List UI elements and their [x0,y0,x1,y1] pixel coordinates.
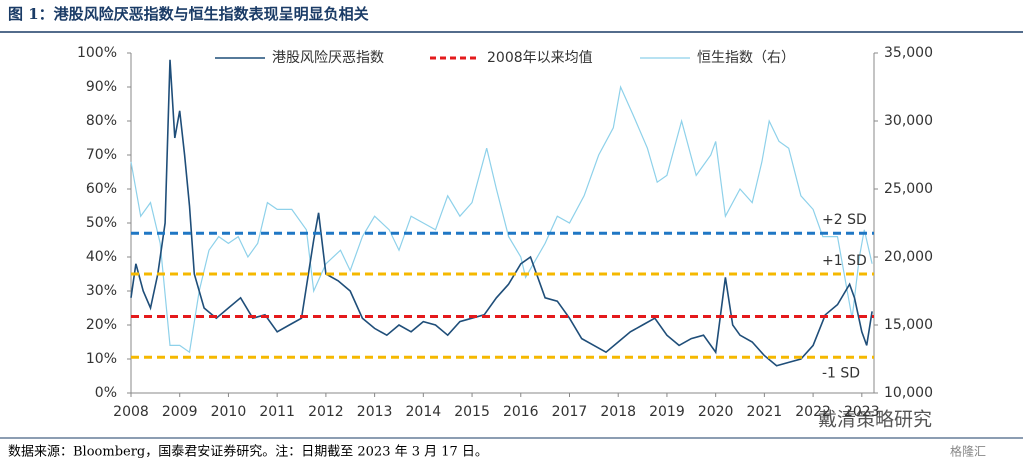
watermark: 戴清策略研究 [818,409,932,431]
x-tick-label: 2022 [795,404,831,420]
y2-tick-label: 30,000 [884,113,933,129]
y-tick-label: 20% [86,317,117,333]
legend-label: 恒生指数（右） [697,50,795,66]
series-line [130,59,873,367]
x-tick-label: 2008 [113,404,149,420]
y-tick-label: 50% [86,215,117,231]
legend-label: 2008年以来均值 [487,50,593,66]
chart-title: 图 1：港股风险厌恶指数与恒生指数表现呈明显负相关 [8,5,369,23]
reference-label: +2 SD [822,212,867,228]
y-tick-label: 40% [86,249,117,265]
series-line [130,84,873,354]
x-tick-label: 2023 [844,404,880,420]
y-tick-label: 80% [86,113,117,129]
y2-tick-label: 15,000 [884,317,933,333]
y-tick-label: 10% [86,351,117,367]
y2-tick-label: 20,000 [884,249,933,265]
source-note: 数据来源：Bloomberg，国泰君安证券研究。注：日期截至 2023 年 3 … [8,444,488,460]
y-tick-label: 60% [86,181,117,197]
x-tick-label: 2017 [552,404,588,420]
x-tick-label: 2020 [698,404,734,420]
x-tick-label: 2010 [211,404,247,420]
y2-tick-label: 35,000 [884,45,933,61]
watermark: 格隆汇 [950,444,986,459]
x-tick-label: 2011 [259,404,295,420]
x-tick-label: 2012 [308,404,344,420]
legend-label: 港股风险厌恶指数 [272,50,384,66]
y-tick-label: 30% [86,283,117,299]
x-tick-label: 2015 [454,404,490,420]
x-tick-label: 2021 [747,404,783,420]
y2-tick-label: 25,000 [884,181,933,197]
x-tick-label: 2016 [503,404,539,420]
y-tick-label: 0% [95,385,117,401]
x-tick-label: 2009 [162,404,198,420]
y-tick-label: 70% [86,147,117,163]
y-tick-label: 90% [86,79,117,95]
x-tick-label: 2018 [600,404,636,420]
x-tick-label: 2019 [649,404,685,420]
reference-label: -1 SD [822,365,860,381]
y2-tick-label: 10,000 [884,385,933,401]
x-tick-label: 2014 [406,404,442,420]
y-tick-label: 100% [77,45,117,61]
reference-label: +1 SD [822,253,867,269]
x-tick-label: 2013 [357,404,393,420]
